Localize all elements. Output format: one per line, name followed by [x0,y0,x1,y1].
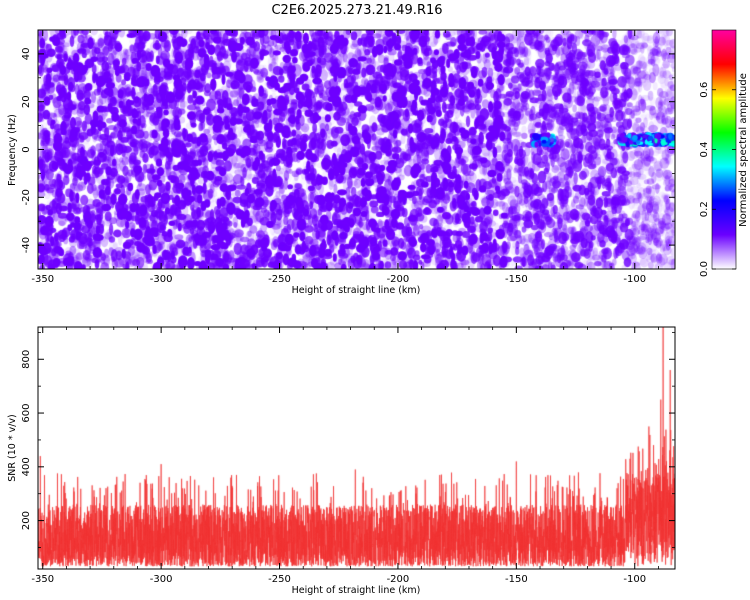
spectrogram-x-tick-label: -250 [268,274,291,285]
spectrogram-x-ticks: -350 -300 -250 -200 -150 -100 [31,30,659,285]
snr-x-ticks: -350 -300 -250 -200 -150 -100 [31,327,659,585]
spectrogram-y-tick-label: -40 [21,237,32,253]
colorbar-tick-label: 0.0 [699,261,710,277]
snr-y-tick-label: 200 [21,511,32,530]
snr-x-tick-label: -150 [505,574,528,585]
snr-frame [37,326,676,570]
snr-line [38,327,675,569]
snr-x-tick-label: -250 [268,574,291,585]
snr-x-tick-label: -200 [387,574,410,585]
spectrogram-y-tick-label: 0 [21,146,32,152]
spectrogram-heatmap [38,30,675,269]
snr-x-label: Height of straight line (km) [292,585,421,596]
spectrogram-y-tick-label: 40 [21,48,32,61]
snr-x-tick-label: -100 [623,574,646,585]
snr-x-tick-label: -300 [150,574,173,585]
colorbar-tick-label: 0.2 [699,201,710,217]
snr-y-ticks: 200 400 600 800 [21,331,675,548]
spectrogram-x-tick-label: -150 [505,274,528,285]
snr-y-label: SNR (10 * v/v) [7,414,18,482]
colorbar-tick-label: 0.6 [699,82,710,98]
spectrogram-x-tick-label: -350 [31,274,54,285]
spectrogram-y-label: Frequency (Hz) [7,114,18,186]
spectrogram-x-tick-label: -300 [150,274,173,285]
spectrogram-x-tick-label: -200 [387,274,410,285]
snr-y-tick-label: 400 [21,457,32,476]
colorbar-ticks: 0.0 0.2 0.4 0.6 [699,82,736,277]
snr-x-tick-label: -350 [31,574,54,585]
spectrogram-y-tick-label: 20 [21,95,32,108]
colorbar-tick-label: 0.4 [699,142,710,158]
snr-y-tick-label: 800 [21,350,32,369]
spectrogram-y-tick-label: -20 [21,189,32,205]
colorbar-label: Normalized spectral amplitude [738,73,749,227]
colorbar: 0.0 0.2 0.4 0.6 Normalized spectral amplitu… [699,29,749,277]
figure-title: C2E6.2025.273.21.49.R16 [271,3,442,18]
spectrogram-y-ticks: -40 -20 0 20 40 [21,29,675,270]
spectrogram-x-label: Height of straight line (km) [292,285,421,296]
snr-y-tick-label: 600 [21,403,32,422]
snr-panel: -350 -300 -250 -200 -150 -100 200 400 600 800 He… [7,326,676,596]
spectrogram-x-tick-label: -100 [623,274,646,285]
